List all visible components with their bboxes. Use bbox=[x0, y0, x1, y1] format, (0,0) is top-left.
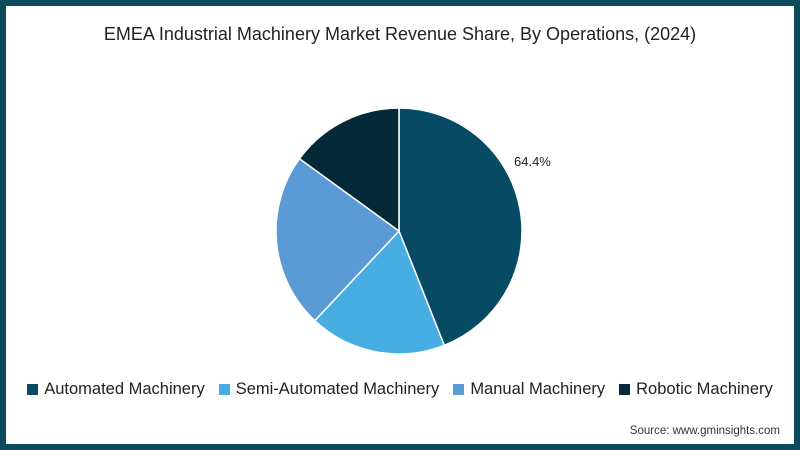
pie-slice-robotic-machinery[interactable] bbox=[298, 107, 400, 233]
legend-item-manual[interactable]: Manual Machinery bbox=[453, 380, 605, 399]
pie-slice-manual-machinery[interactable] bbox=[275, 157, 401, 322]
legend: Automated Machinery Semi-Automated Machi… bbox=[0, 380, 800, 399]
slice-label-automated: 64.4% bbox=[514, 154, 551, 169]
legend-label: Robotic Machinery bbox=[636, 380, 773, 398]
pie-slice-semi-automated-machinery[interactable] bbox=[313, 229, 446, 355]
legend-swatch-icon bbox=[27, 384, 39, 395]
source-note: Source: www.gminsights.com bbox=[629, 425, 780, 437]
legend-label: Manual Machinery bbox=[470, 380, 606, 398]
legend-swatch-icon bbox=[453, 384, 465, 395]
legend-item-semi-automated[interactable]: Semi-Automated Machinery bbox=[218, 380, 440, 399]
legend-item-robotic[interactable]: Robotic Machinery bbox=[619, 380, 773, 399]
pie-slices bbox=[275, 107, 523, 355]
chart-title: EMEA Industrial Machinery Market Revenue… bbox=[103, 24, 697, 44]
legend-swatch-icon bbox=[619, 384, 631, 395]
legend-label: Semi-Automated Machinery bbox=[235, 380, 440, 398]
legend-label: Automated Machinery bbox=[44, 380, 205, 398]
pie-slice-automated-machinery[interactable] bbox=[398, 107, 523, 347]
legend-swatch-icon bbox=[218, 384, 230, 395]
legend-item-automated[interactable]: Automated Machinery bbox=[27, 380, 205, 399]
